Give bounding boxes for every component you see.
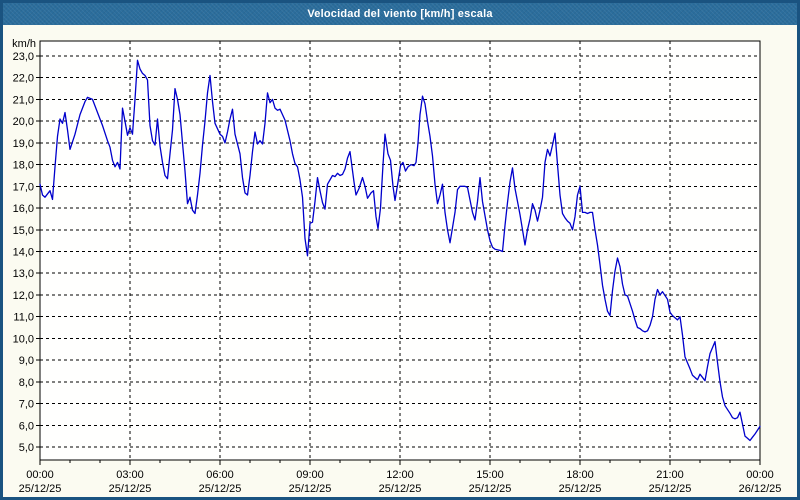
y-tick-label: 13,0 [13,268,34,280]
x-tick-date-label: 25/12/25 [19,483,62,495]
y-tick-label: 22,0 [13,73,34,85]
x-tick-date-label: 25/12/25 [199,483,242,495]
y-tick-label: 12,0 [13,290,34,302]
x-tick-date-label: 25/12/25 [649,483,692,495]
x-tick-time-label: 18:00 [566,469,594,481]
x-tick-time-label: 06:00 [206,469,234,481]
chart-area: 23,0 22,0 21,0 20,0 19,0 18,0 17,0 16,0 15,0 14,0… [3,25,797,497]
chart-title: Velocidad del viento [km/h] escala [307,8,493,20]
y-tick-label: 18,0 [13,160,34,172]
y-tick-label: 7,0 [19,399,34,411]
x-tick-time-label: 03:00 [116,469,144,481]
y-tick-label: 15,0 [13,225,34,237]
wind-speed-line [39,59,761,442]
y-tick-label: 14,0 [13,247,34,259]
x-tick-time-label: 12:00 [386,469,414,481]
title-bar: Velocidad del viento [km/h] escala [3,3,797,25]
x-tick-date-label: 25/12/25 [379,483,422,495]
y-tick-label: 9,0 [19,355,34,367]
y-tick-label: 10,0 [13,333,34,345]
x-tick-date-label: 26/12/25 [739,483,782,495]
x-tick-time-label: 00:00 [746,469,774,481]
x-tick-time-label: 21:00 [656,469,684,481]
y-tick-label: 6,0 [19,420,34,432]
y-tick-label: 16,0 [13,203,34,215]
x-tick-date-label: 25/12/25 [109,483,152,495]
x-tick-time-label: 09:00 [296,469,324,481]
x-tick-time-label: 00:00 [26,469,54,481]
y-tick-label: 17,0 [13,181,34,193]
wind-speed-chart: 23,0 22,0 21,0 20,0 19,0 18,0 17,0 16,0 15,0 14,0… [12,38,782,495]
y-tick-label: 11,0 [13,312,34,324]
y-tick-label: 23,0 [13,51,34,63]
x-tick-date-label: 25/12/25 [559,483,602,495]
y-tick-label: 8,0 [19,377,34,389]
y-tick-label: 5,0 [19,442,34,454]
x-tick-time-label: 15:00 [476,469,504,481]
x-tick-date-label: 25/12/25 [289,483,332,495]
y-tick-label: 19,0 [13,138,34,150]
y-tick-label: 20,0 [13,116,34,128]
x-tick-date-label: 25/12/25 [469,483,512,495]
y-axis-unit-label: km/h [12,38,36,50]
y-tick-label: 21,0 [13,94,34,106]
